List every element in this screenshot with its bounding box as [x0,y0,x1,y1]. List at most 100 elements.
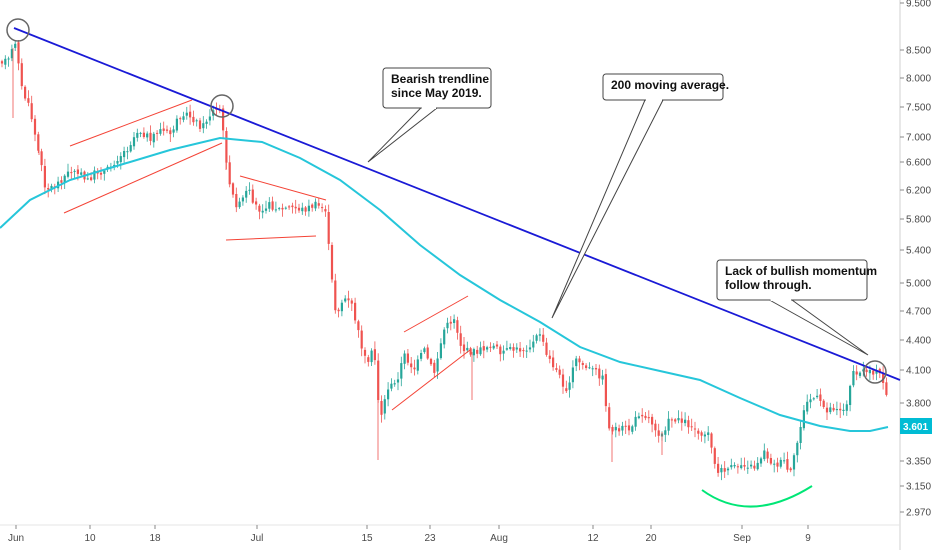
candle-body [472,349,475,356]
candle-body [789,468,792,471]
candle-body [654,423,657,431]
candle-body [63,175,66,183]
candle-body [806,401,809,412]
callout-text: follow through. [725,278,812,292]
candle-body [198,120,202,129]
candle-body [792,455,796,470]
x-tick-label: Sep [733,533,751,544]
candle-body [80,172,83,175]
candle-body [713,448,716,464]
candle-body [410,363,413,368]
candle-body [449,321,452,324]
candle-body [657,430,660,436]
candle-body [202,123,205,129]
candle-body [139,132,142,134]
candle-body [103,170,106,174]
candle-body [271,201,274,210]
pattern-line [69,99,193,147]
y-tick-label: 3.350 [906,457,931,468]
candle-body [555,368,558,370]
x-tick-label: 15 [361,533,373,544]
candle-body [241,197,244,202]
candle-body [621,425,624,431]
candle-body [693,428,697,430]
candle-body [172,129,175,133]
candle-body [667,418,670,431]
candle-body [136,132,139,138]
candle-body [684,419,687,424]
candle-body [548,355,551,359]
candle-body [255,201,258,205]
candle-body [542,334,545,342]
candle-body [862,369,865,372]
candle-body [462,344,466,352]
y-tick-label: 9.500 [906,0,931,10]
callout-box [716,259,868,301]
candle-body [753,465,756,469]
candle-body [601,375,604,380]
candle-body [769,458,772,464]
candle-body [759,458,763,464]
candle-body [429,358,433,365]
candle-body [433,362,436,373]
candle-body [363,349,367,356]
candle-body [7,58,10,60]
candle-body [581,363,584,365]
candle-body [291,205,294,208]
candle-body [809,399,812,403]
pattern-line [225,235,317,241]
candle-body [710,433,713,448]
candle-body [802,410,805,429]
candle-body [350,300,353,304]
candle-body [162,128,165,131]
candle-body [476,349,479,354]
candle-body [159,129,162,134]
candle-body [146,133,149,138]
candle-body [664,430,667,435]
candle-body [40,151,43,166]
candle-body [354,302,357,321]
candle-body [849,385,852,405]
candle-body [284,207,287,209]
candle-body [829,407,832,413]
x-tick-label: 23 [424,533,436,544]
candle-body [268,202,271,209]
candle-body [519,348,522,352]
candle-body [703,434,706,437]
candle-body [585,365,588,368]
candle-body [482,346,485,351]
candle-body [301,207,304,212]
candle-body [743,465,746,467]
candle-body [594,368,598,370]
time-axis: Jun 10 18 Jul 15 23 Aug 12 20 Sep 9 [8,525,811,544]
candle-body [423,348,426,353]
candle-body [245,190,248,198]
candle-body [717,463,720,473]
y-tick-label: 5.400 [906,246,931,257]
candle-body [535,335,538,341]
candle-body [380,401,383,415]
candle-body [311,204,314,208]
candle-body [756,462,759,470]
callout-text: Bearish trendline [391,72,489,86]
candle-body [14,43,17,48]
last-price-tag: 3.601 [900,418,932,434]
candle-body [528,347,532,350]
candle-body [776,462,779,467]
candle-body [591,368,594,370]
candle-body [344,298,347,302]
candle-body [10,49,13,59]
candle-body [690,426,693,428]
rounding-bottom-arc [701,485,813,508]
candle-body [825,407,829,413]
candle-body [179,118,182,120]
candle-body [406,353,409,363]
candle-body [304,207,307,212]
candle-body [812,398,815,400]
candle-body [505,348,508,350]
highlight-circle [6,18,30,42]
candle-body [575,358,578,367]
candle-body [258,205,261,212]
